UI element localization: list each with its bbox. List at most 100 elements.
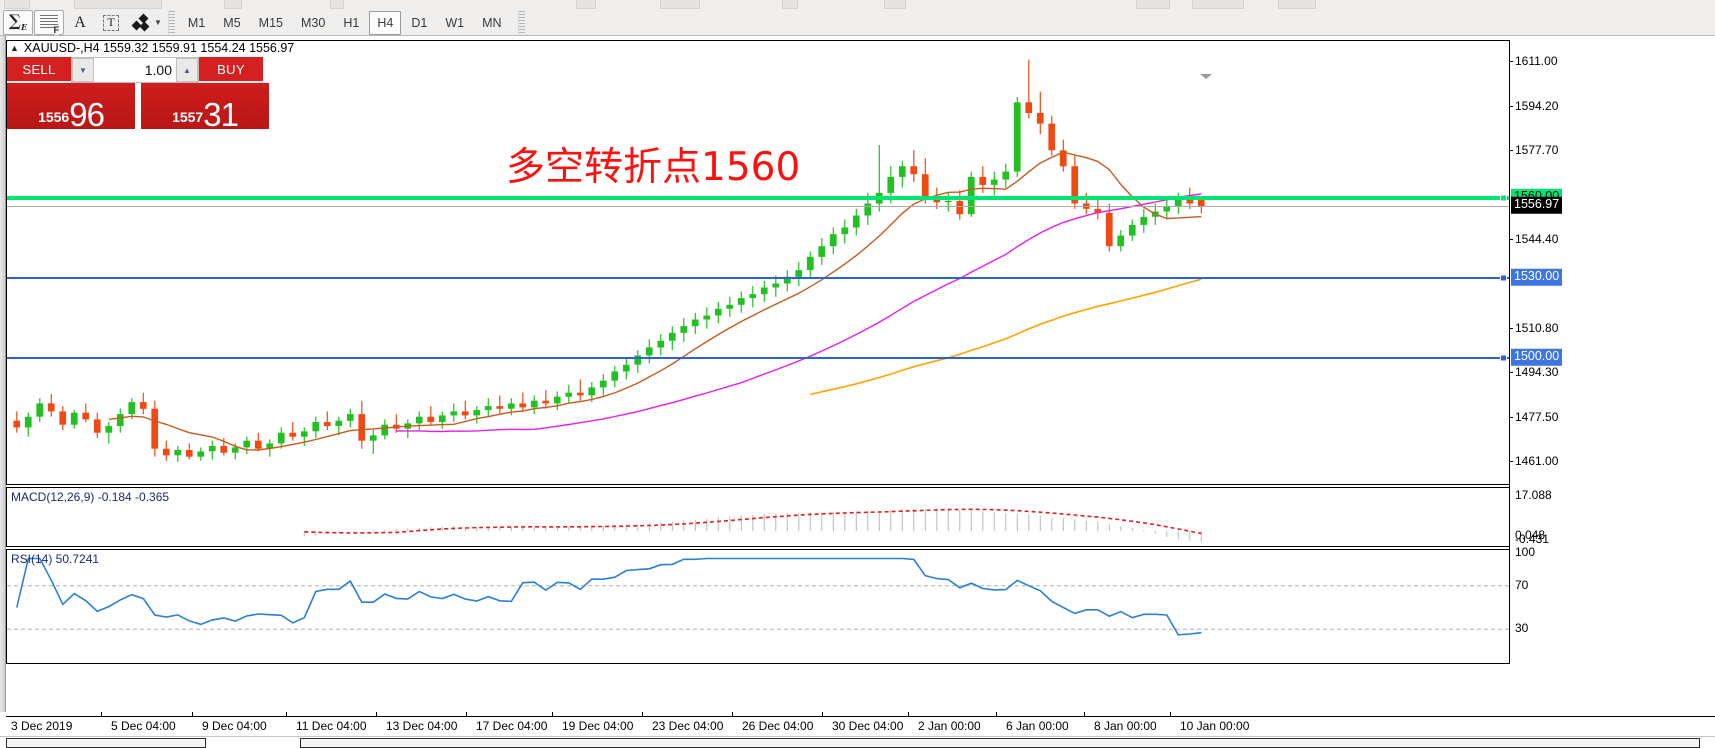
objects-list-icon[interactable] (127, 10, 157, 35)
price-tick-mark (1509, 328, 1513, 330)
toolbar-drag-grip[interactable] (167, 10, 175, 35)
time-axis-separator (1170, 712, 1171, 717)
price-level-line-1500-00[interactable] (7, 357, 1509, 360)
price-tick-label: 1611.00 (1515, 54, 1558, 69)
sell-price-decimals: 96 (69, 95, 105, 133)
symbol-expand-caret-icon[interactable]: ▲ (10, 43, 19, 53)
chart-panes: MACD(12,26,9) -0.184 -0.365 RSI(14) 50.7… (6, 36, 1715, 712)
price-plot (7, 41, 1509, 484)
timeframe-m15[interactable]: M15 (258, 15, 283, 30)
volume-up-button[interactable]: ▲ (176, 58, 198, 82)
macd-tick-label: 17.088 (1515, 488, 1552, 502)
one-click-trading-panel[interactable]: SELL ▼ 1.00 ▲ BUY 1556 96 1557 31 (7, 57, 269, 133)
buy-price-display[interactable]: 1557 31 (141, 83, 269, 133)
buy-price-integer: 1557 (172, 109, 204, 125)
price-badge-1556-97[interactable]: 1556.97 (1511, 197, 1563, 214)
trade-panel-prices-row: 1556 96 1557 31 (7, 83, 269, 133)
price-level-handle-1500-00[interactable] (1500, 354, 1507, 362)
text-object-icon[interactable]: T (96, 10, 126, 35)
candlestick-svg (13, 59, 1205, 462)
chart-area[interactable]: ▲ XAUUSD-,H4 1559.32 1559.91 1554.24 155… (0, 36, 1715, 748)
price-tick-mark (1509, 106, 1513, 108)
time-axis-label: 3 Dec 2019 (11, 719, 73, 733)
price-tick-label: 1494.30 (1515, 365, 1559, 380)
time-axis[interactable]: 3 Dec 2019 5 Dec 04:00 9 Dec 04:00 11 Dec 0… (6, 712, 1715, 736)
timeframe-m5[interactable]: M5 (223, 15, 241, 30)
macd-pane[interactable]: MACD(12,26,9) -0.184 -0.365 (6, 487, 1509, 547)
price-badge-1530-00[interactable]: 1530.00 (1511, 268, 1563, 286)
time-axis-separator (192, 712, 193, 717)
time-axis-separator (908, 712, 909, 717)
text-label-glyph: A (74, 13, 86, 31)
rsi-label: RSI(14) 50.7241 (11, 552, 100, 566)
time-axis-label: 9 Dec 04:00 (202, 719, 267, 733)
price-tick-label: 1594.20 (1515, 99, 1559, 114)
price-tick-label: 1510.80 (1515, 321, 1559, 336)
objects-list-glyph (131, 13, 151, 31)
price-axis[interactable]: 1611.00 1594.20 1577.70 1544.40 1510.80 1494.… (1509, 40, 1709, 664)
time-axis-separator (466, 712, 467, 717)
price-level-handle-1560-00[interactable] (1500, 194, 1507, 202)
chart-left-edge (0, 36, 6, 712)
price-level-line-1560-00[interactable] (7, 196, 1509, 201)
timeframe-bar-grip[interactable] (517, 10, 525, 35)
volume-input[interactable]: 1.00 (144, 62, 172, 78)
indicators-f-glyph (40, 15, 59, 35)
rsi-tick-label: 70 (1515, 577, 1529, 592)
time-axis-label: 10 Jan 00:00 (1180, 719, 1250, 733)
time-axis-label: 6 Jan 00:00 (1006, 719, 1069, 733)
scrollbar-thumb-right[interactable] (300, 738, 1700, 748)
price-badge-1500-00[interactable]: 1500.00 (1511, 348, 1563, 366)
price-tick-mark (1509, 417, 1513, 419)
rsi-svg (7, 557, 1509, 636)
buy-price-decimals: 31 (203, 95, 239, 133)
time-axis-label: 17 Dec 04:00 (476, 719, 548, 733)
timeframe-m1[interactable]: M1 (187, 15, 206, 30)
sell-button[interactable]: SELL (7, 57, 71, 83)
timeframe-mn[interactable]: MN (482, 15, 502, 30)
time-axis-label: 26 Dec 04:00 (742, 719, 814, 733)
buy-button[interactable]: BUY (199, 57, 263, 83)
scrollbar-thumb-left[interactable] (6, 738, 206, 748)
time-axis-separator (1084, 712, 1085, 717)
timeframe-w1[interactable]: W1 (445, 15, 465, 30)
timeframe-m30[interactable]: M30 (301, 15, 326, 30)
macd-svg (303, 508, 1202, 542)
toolbar-buttons-row: ∑E A T ▼ M1 M5 M15 M30 H1 H4 D1 W1 (0, 9, 530, 36)
volume-stepper[interactable]: ▼ 1.00 ▲ (71, 57, 199, 83)
time-axis-label: 23 Dec 04:00 (652, 719, 724, 733)
chart-annotation-text: 多空转折点1560 (506, 145, 801, 190)
time-axis-label: 11 Dec 04:00 (296, 719, 367, 733)
price-tick-mark (1509, 461, 1513, 463)
time-axis-label: 2 Jan 00:00 (918, 719, 981, 733)
price-level-handle-1530-00[interactable] (1500, 274, 1507, 282)
text-object-glyph: T (103, 14, 119, 31)
sell-price-display[interactable]: 1556 96 (7, 83, 135, 133)
time-axis-separator (376, 712, 377, 717)
macd-tick-label: 0.048 (1515, 528, 1546, 542)
rsi-tick-label: 100 (1515, 545, 1536, 559)
price-tick-mark (1509, 372, 1513, 374)
time-axis-label: 30 Dec 04:00 (832, 719, 904, 733)
price-level-line-1556-97[interactable] (7, 206, 1509, 208)
timeframe-h4[interactable]: H4 (369, 10, 402, 35)
timeframe-d1[interactable]: D1 (411, 15, 428, 30)
indicators-f-icon[interactable] (34, 10, 64, 35)
price-axis-line (1509, 40, 1510, 664)
price-tick-mark (1509, 61, 1513, 63)
toolbar-upper-strip (0, 0, 1715, 9)
expert-advisors-icon[interactable]: ∑E (3, 10, 33, 35)
objects-dropdown-caret-icon[interactable]: ▼ (154, 18, 162, 27)
rsi-pane[interactable]: RSI(14) 50.7241 (6, 549, 1509, 664)
price-level-line-1530-00[interactable] (7, 277, 1509, 280)
volume-down-button[interactable]: ▼ (72, 58, 94, 82)
horizontal-scrollbar[interactable] (0, 736, 1715, 748)
timeframe-h1[interactable]: H1 (343, 15, 360, 30)
symbol-header: ▲ XAUUSD-,H4 1559.32 1559.91 1554.24 155… (10, 41, 294, 55)
rsi-tick-label: 30 (1515, 621, 1529, 636)
main-toolbar: ∑E A T ▼ M1 M5 M15 M30 H1 H4 D1 W1 (0, 0, 1715, 36)
rsi-plot (7, 550, 1509, 663)
time-axis-separator (101, 712, 102, 717)
text-label-icon[interactable]: A (65, 10, 95, 35)
expert-advisors-glyph: ∑E (8, 11, 28, 33)
